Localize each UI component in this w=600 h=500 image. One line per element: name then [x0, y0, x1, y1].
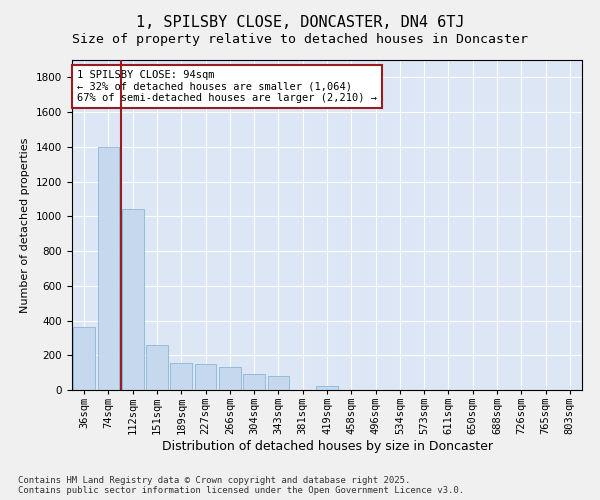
- Bar: [268, 376, 289, 390]
- Bar: [122, 210, 143, 390]
- Bar: [243, 374, 265, 390]
- Bar: [316, 386, 338, 390]
- X-axis label: Distribution of detached houses by size in Doncaster: Distribution of detached houses by size …: [161, 440, 493, 453]
- Text: Size of property relative to detached houses in Doncaster: Size of property relative to detached ho…: [72, 32, 528, 46]
- Bar: [170, 363, 192, 390]
- Bar: [194, 364, 217, 390]
- Text: 1, SPILSBY CLOSE, DONCASTER, DN4 6TJ: 1, SPILSBY CLOSE, DONCASTER, DN4 6TJ: [136, 15, 464, 30]
- Bar: [219, 368, 241, 390]
- Bar: [73, 328, 95, 390]
- Text: Contains HM Land Registry data © Crown copyright and database right 2025.
Contai: Contains HM Land Registry data © Crown c…: [18, 476, 464, 495]
- Y-axis label: Number of detached properties: Number of detached properties: [20, 138, 31, 312]
- Bar: [146, 345, 168, 390]
- Bar: [97, 147, 119, 390]
- Text: 1 SPILSBY CLOSE: 94sqm
← 32% of detached houses are smaller (1,064)
67% of semi-: 1 SPILSBY CLOSE: 94sqm ← 32% of detached…: [77, 70, 377, 103]
